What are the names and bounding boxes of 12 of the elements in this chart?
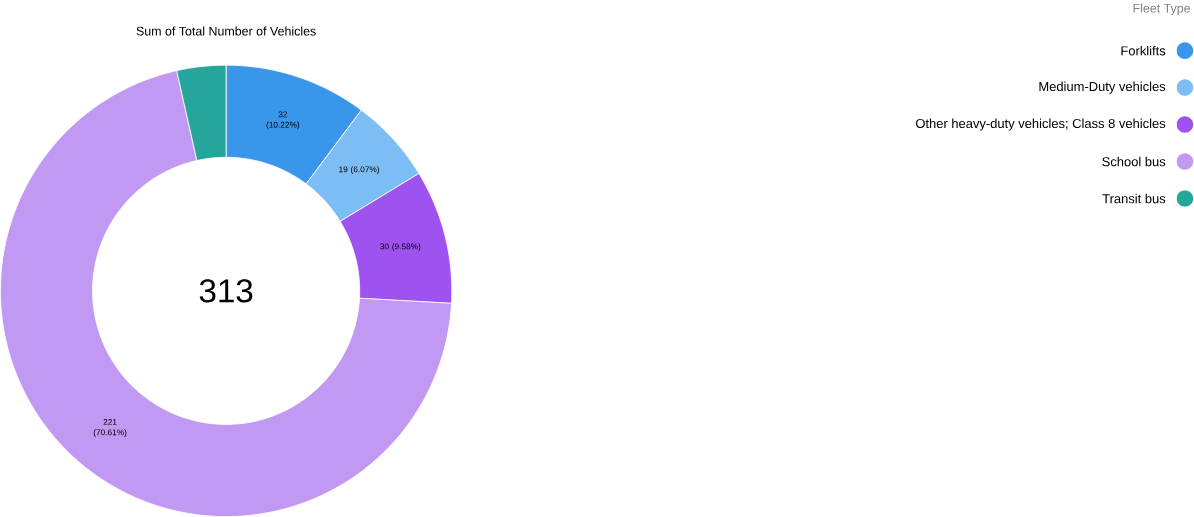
- legend-label: Other heavy-duty vehicles; Class 8 vehicles: [916, 118, 1166, 131]
- data-label: 30 (9.58%): [380, 243, 421, 251]
- text: 313: [199, 279, 253, 303]
- legend-title: Fleet Type: [1133, 3, 1191, 16]
- chart-title: Sum of Total Number of Vehicles: [136, 26, 316, 36]
- data-label: 32 (10.22%): [266, 111, 300, 130]
- legend-label: Transit bus: [1102, 193, 1166, 204]
- legend-label: Medium-Duty vehicles: [1039, 81, 1166, 94]
- data-label: 19 (6.07%): [339, 166, 380, 174]
- legend-label: School bus: [1102, 156, 1166, 167]
- data-label: 221 (70.61%): [93, 419, 127, 437]
- legend-label: Forklifts: [1121, 45, 1166, 56]
